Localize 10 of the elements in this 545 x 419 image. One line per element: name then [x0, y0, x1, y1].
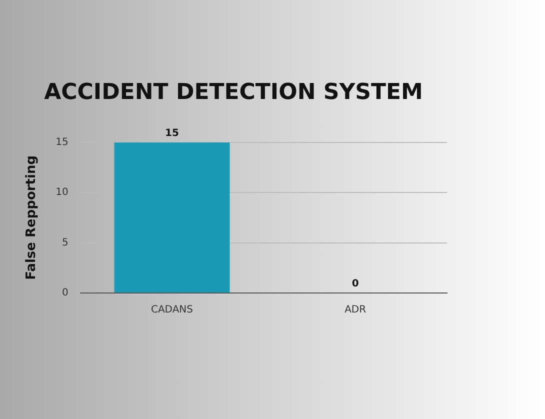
y-tick-label: 10: [56, 187, 68, 198]
y-axis-title: False Repporting: [24, 155, 40, 280]
x-tick-label: ADR: [344, 304, 366, 316]
data-label: 0: [352, 278, 359, 290]
chart-title: ACCIDENT DETECTION SYSTEM: [44, 80, 423, 105]
y-tick-label: 5: [62, 237, 68, 248]
y-tick-label: 15: [56, 136, 68, 148]
y-tick-label: 0: [62, 288, 68, 299]
data-label: 15: [165, 128, 179, 139]
x-tick-label: CADANS: [150, 304, 194, 316]
